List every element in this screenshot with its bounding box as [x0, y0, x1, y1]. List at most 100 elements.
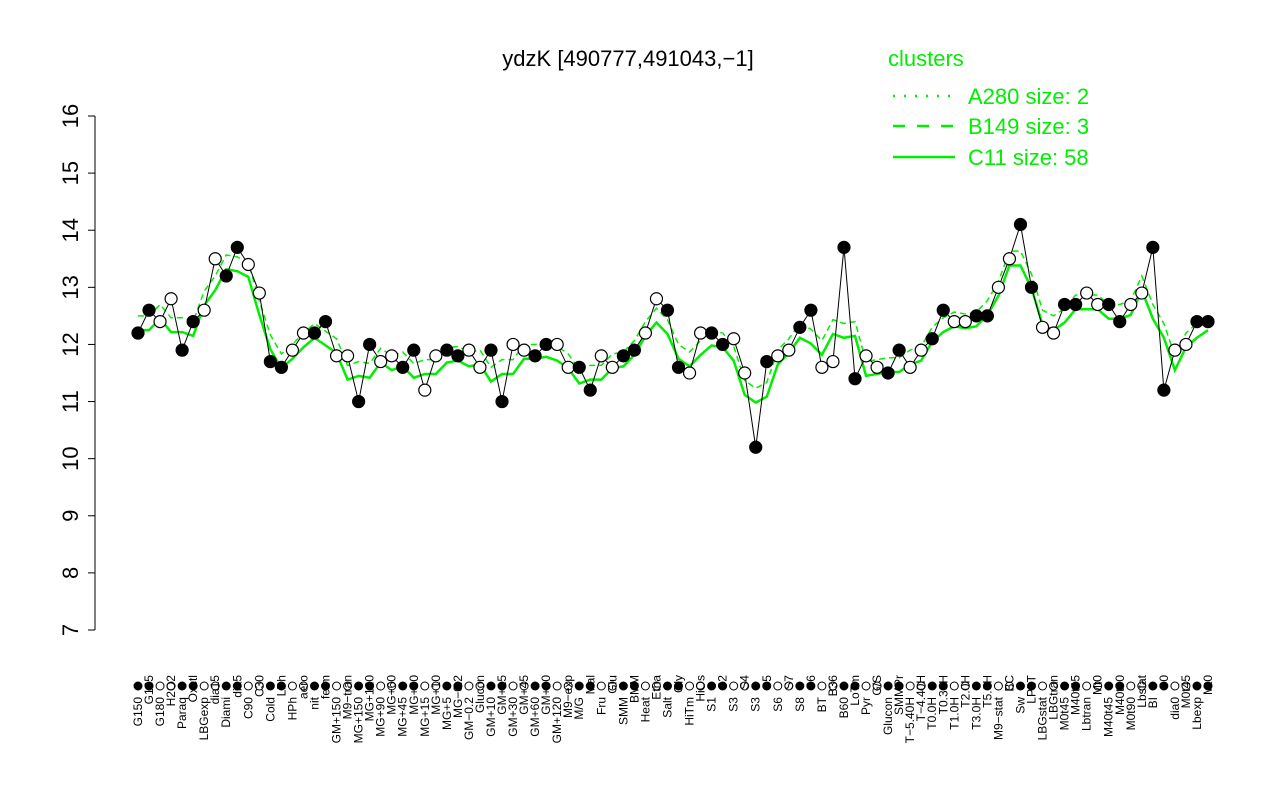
x-tick-label: T3.0H	[969, 697, 983, 730]
x-rug-point	[475, 681, 485, 691]
data-points	[131, 217, 1215, 454]
x-tick-label: S7	[782, 675, 796, 690]
data-point	[131, 326, 145, 340]
x-rug-point	[938, 681, 948, 691]
x-tick-label: LPh	[274, 675, 288, 696]
x-rug-point	[563, 681, 573, 691]
x-tick-label: dia0	[1168, 697, 1182, 720]
x-rug-point	[309, 681, 319, 691]
x-rug-point	[155, 681, 165, 691]
x-tick-label: LoTm	[848, 675, 862, 706]
data-point	[605, 360, 619, 374]
x-tick-label: MG+90	[374, 697, 388, 737]
data-point	[429, 349, 443, 363]
x-rug-point	[486, 681, 496, 691]
x-rug-point	[872, 681, 882, 691]
x-rug-point	[1093, 681, 1103, 691]
x-rug-point	[133, 681, 143, 691]
x-tick-label: Mt0	[1091, 675, 1105, 695]
x-rug-point	[640, 681, 650, 691]
x-tick-label: Lbstat	[1135, 674, 1149, 707]
x-tick-label: T0.0H	[925, 697, 939, 730]
x-tick-label: M/G	[572, 697, 586, 720]
legend-entry-b149: B149 size: 3	[968, 114, 1089, 139]
data-point	[528, 349, 542, 363]
x-tick-label: T1.0H	[947, 697, 961, 730]
data-point	[296, 326, 311, 340]
y-tick-label: 10	[58, 446, 83, 470]
x-tick-label: S5	[760, 675, 774, 690]
data-point	[892, 343, 906, 357]
data-point	[175, 343, 189, 357]
x-tick-label: Fru	[594, 697, 608, 715]
x-tick-label: M40t90	[1113, 675, 1127, 715]
series-line-b149	[138, 250, 1209, 390]
x-tick-label: BMM	[627, 675, 641, 703]
x-tick-label: GM+10	[484, 697, 498, 737]
x-tick-label: Oxctl	[186, 675, 200, 702]
x-tick-label: GM+150	[330, 697, 344, 744]
x-tick-label: B36	[826, 675, 840, 697]
x-tick-label: dia5	[230, 675, 244, 698]
x-rug-point	[530, 681, 540, 691]
x-rug-point	[927, 681, 937, 691]
x-rug-point	[1049, 681, 1059, 691]
x-rug-point	[298, 681, 308, 691]
x-rug-point	[1027, 681, 1037, 691]
x-rug-point	[243, 681, 253, 691]
x-tick-label: M0t45	[1179, 675, 1193, 709]
x-tick-label: Pyr	[859, 697, 873, 715]
x-rug-point	[1126, 681, 1136, 691]
x-tick-label: MG+30	[407, 675, 421, 715]
x-tick-label: S3	[727, 697, 741, 712]
x-rug-point	[188, 681, 198, 691]
x-rug-point	[221, 681, 231, 691]
data-point	[363, 337, 377, 352]
x-rug-point	[541, 681, 551, 691]
x-tick-label: BT	[815, 696, 829, 712]
x-tick-label: M0t90	[1124, 697, 1138, 731]
x-tick-label: GM+30	[506, 697, 520, 737]
x-tick-label: M9−stat	[991, 696, 1005, 740]
x-rug-point	[574, 681, 584, 691]
x-rug-point	[905, 681, 915, 691]
x-rug-point	[883, 681, 893, 691]
x-tick-label: M9−exp	[561, 675, 575, 718]
x-axis: G150G135G180H2O2ParaqOxctlLBGexpdia15Dia…	[131, 674, 1215, 743]
x-tick-label: LBGstat	[1036, 696, 1050, 740]
data-point	[881, 366, 895, 380]
data-point	[1190, 315, 1204, 329]
x-rug-point	[773, 681, 783, 691]
data-point	[958, 315, 972, 329]
x-rug-point	[1192, 681, 1202, 691]
x-tick-label: C30	[252, 675, 266, 697]
data-point	[495, 394, 509, 409]
x-rug-point	[354, 681, 364, 691]
y-tick-label: 12	[58, 332, 83, 356]
x-tick-label: S4	[738, 675, 752, 690]
legend-title: clusters	[888, 46, 964, 71]
x-tick-label: MG+150	[352, 697, 366, 744]
x-tick-label: Sw	[1013, 697, 1027, 714]
x-tick-label: HiTm	[683, 697, 697, 726]
data-point	[671, 360, 686, 374]
x-tick-label: H2O2	[164, 675, 178, 707]
y-tick-label: 14	[58, 218, 83, 242]
x-tick-label: BC	[1002, 675, 1016, 692]
x-rug-point	[210, 681, 220, 691]
data-point	[760, 354, 774, 369]
x-rug-point	[585, 681, 595, 691]
x-rug-point	[651, 681, 661, 691]
data-point	[396, 360, 410, 374]
data-point	[991, 280, 1006, 294]
data-point	[329, 349, 344, 363]
data-point	[352, 394, 366, 409]
x-tick-label: G150	[131, 697, 145, 727]
x-tick-label: MG+10	[429, 675, 443, 715]
data-point	[1168, 343, 1182, 357]
y-tick-label: 8	[58, 567, 83, 579]
data-point	[859, 349, 873, 363]
legend: clusters A280 size: 2 B149 size: 3 C11 s…	[888, 46, 1089, 170]
x-rug-point	[1015, 681, 1025, 691]
data-point	[1024, 280, 1039, 294]
